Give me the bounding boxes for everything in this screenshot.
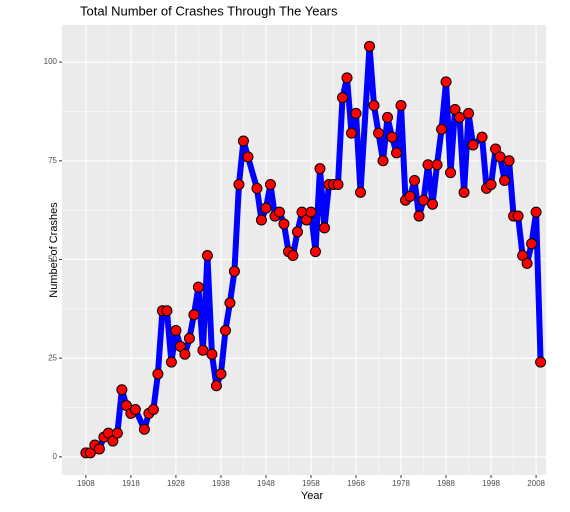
point bbox=[206, 348, 218, 360]
point bbox=[503, 155, 515, 167]
point bbox=[152, 368, 164, 380]
point bbox=[436, 123, 448, 135]
x-tick-label: 1958 bbox=[302, 479, 320, 488]
point bbox=[499, 175, 511, 187]
x-tick-label: 1908 bbox=[77, 479, 95, 488]
point bbox=[309, 246, 321, 258]
point bbox=[183, 332, 195, 344]
point bbox=[287, 250, 299, 262]
point bbox=[138, 423, 150, 435]
point bbox=[219, 325, 231, 337]
point bbox=[494, 151, 506, 163]
point bbox=[512, 210, 524, 222]
x-tick-label: 1978 bbox=[392, 479, 410, 488]
y-tick-label: 0 bbox=[53, 452, 58, 461]
x-tick-label: 1998 bbox=[482, 479, 500, 488]
x-tick-label: 1938 bbox=[212, 479, 230, 488]
y-tick-label: 25 bbox=[48, 353, 57, 362]
point bbox=[242, 151, 254, 163]
point bbox=[395, 100, 407, 112]
point bbox=[409, 175, 421, 187]
panel bbox=[62, 25, 546, 475]
point bbox=[368, 100, 380, 112]
point bbox=[224, 297, 236, 309]
point bbox=[273, 206, 285, 218]
point bbox=[192, 281, 204, 293]
point bbox=[129, 403, 141, 415]
point bbox=[233, 178, 245, 190]
point bbox=[463, 107, 475, 119]
point bbox=[179, 348, 191, 360]
point bbox=[404, 190, 416, 202]
point bbox=[440, 76, 452, 88]
point bbox=[526, 238, 538, 250]
point bbox=[521, 257, 533, 269]
point bbox=[291, 226, 303, 238]
point bbox=[364, 40, 376, 52]
point bbox=[413, 210, 425, 222]
point bbox=[382, 111, 394, 123]
point bbox=[377, 155, 389, 167]
point bbox=[111, 427, 123, 439]
point bbox=[458, 186, 470, 198]
x-tick-label: 1968 bbox=[347, 479, 365, 488]
point bbox=[341, 72, 353, 84]
point bbox=[147, 403, 159, 415]
point bbox=[318, 222, 330, 234]
y-axis-label: Number of Crashes bbox=[48, 202, 60, 298]
x-tick-label: 1948 bbox=[257, 479, 275, 488]
point bbox=[391, 147, 403, 159]
point bbox=[422, 159, 434, 171]
point bbox=[314, 163, 326, 175]
point bbox=[373, 127, 385, 139]
chart-title: Total Number of Crashes Through The Year… bbox=[80, 3, 338, 18]
point bbox=[332, 178, 344, 190]
point bbox=[116, 384, 128, 396]
point bbox=[237, 135, 249, 147]
point bbox=[350, 107, 362, 119]
point bbox=[345, 127, 357, 139]
x-tick-label: 2008 bbox=[527, 479, 545, 488]
point bbox=[93, 443, 105, 455]
point bbox=[445, 167, 457, 179]
point bbox=[336, 92, 348, 104]
point bbox=[161, 305, 173, 317]
point bbox=[188, 309, 200, 321]
point bbox=[264, 178, 276, 190]
point bbox=[530, 206, 542, 218]
y-tick-label: 100 bbox=[44, 57, 58, 66]
point bbox=[215, 368, 227, 380]
point bbox=[431, 159, 443, 171]
point bbox=[485, 178, 497, 190]
point bbox=[165, 356, 177, 368]
point bbox=[305, 206, 317, 218]
point bbox=[278, 218, 290, 230]
point bbox=[467, 139, 479, 151]
point bbox=[427, 198, 439, 210]
point bbox=[476, 131, 488, 143]
point bbox=[228, 265, 240, 277]
point bbox=[535, 356, 547, 368]
point bbox=[170, 325, 182, 337]
point bbox=[210, 380, 222, 392]
point bbox=[255, 214, 267, 226]
x-tick-label: 1988 bbox=[437, 479, 455, 488]
x-axis-label: Year bbox=[301, 490, 324, 502]
point bbox=[201, 250, 213, 262]
point bbox=[251, 182, 263, 194]
x-tick-label: 1928 bbox=[167, 479, 185, 488]
y-tick-label: 50 bbox=[48, 255, 57, 264]
point bbox=[454, 111, 466, 123]
x-tick-label: 1918 bbox=[122, 479, 140, 488]
point bbox=[197, 344, 209, 356]
point bbox=[386, 131, 398, 143]
point bbox=[355, 186, 367, 198]
point bbox=[260, 202, 272, 214]
point bbox=[418, 194, 430, 206]
y-tick-label: 75 bbox=[48, 156, 57, 165]
